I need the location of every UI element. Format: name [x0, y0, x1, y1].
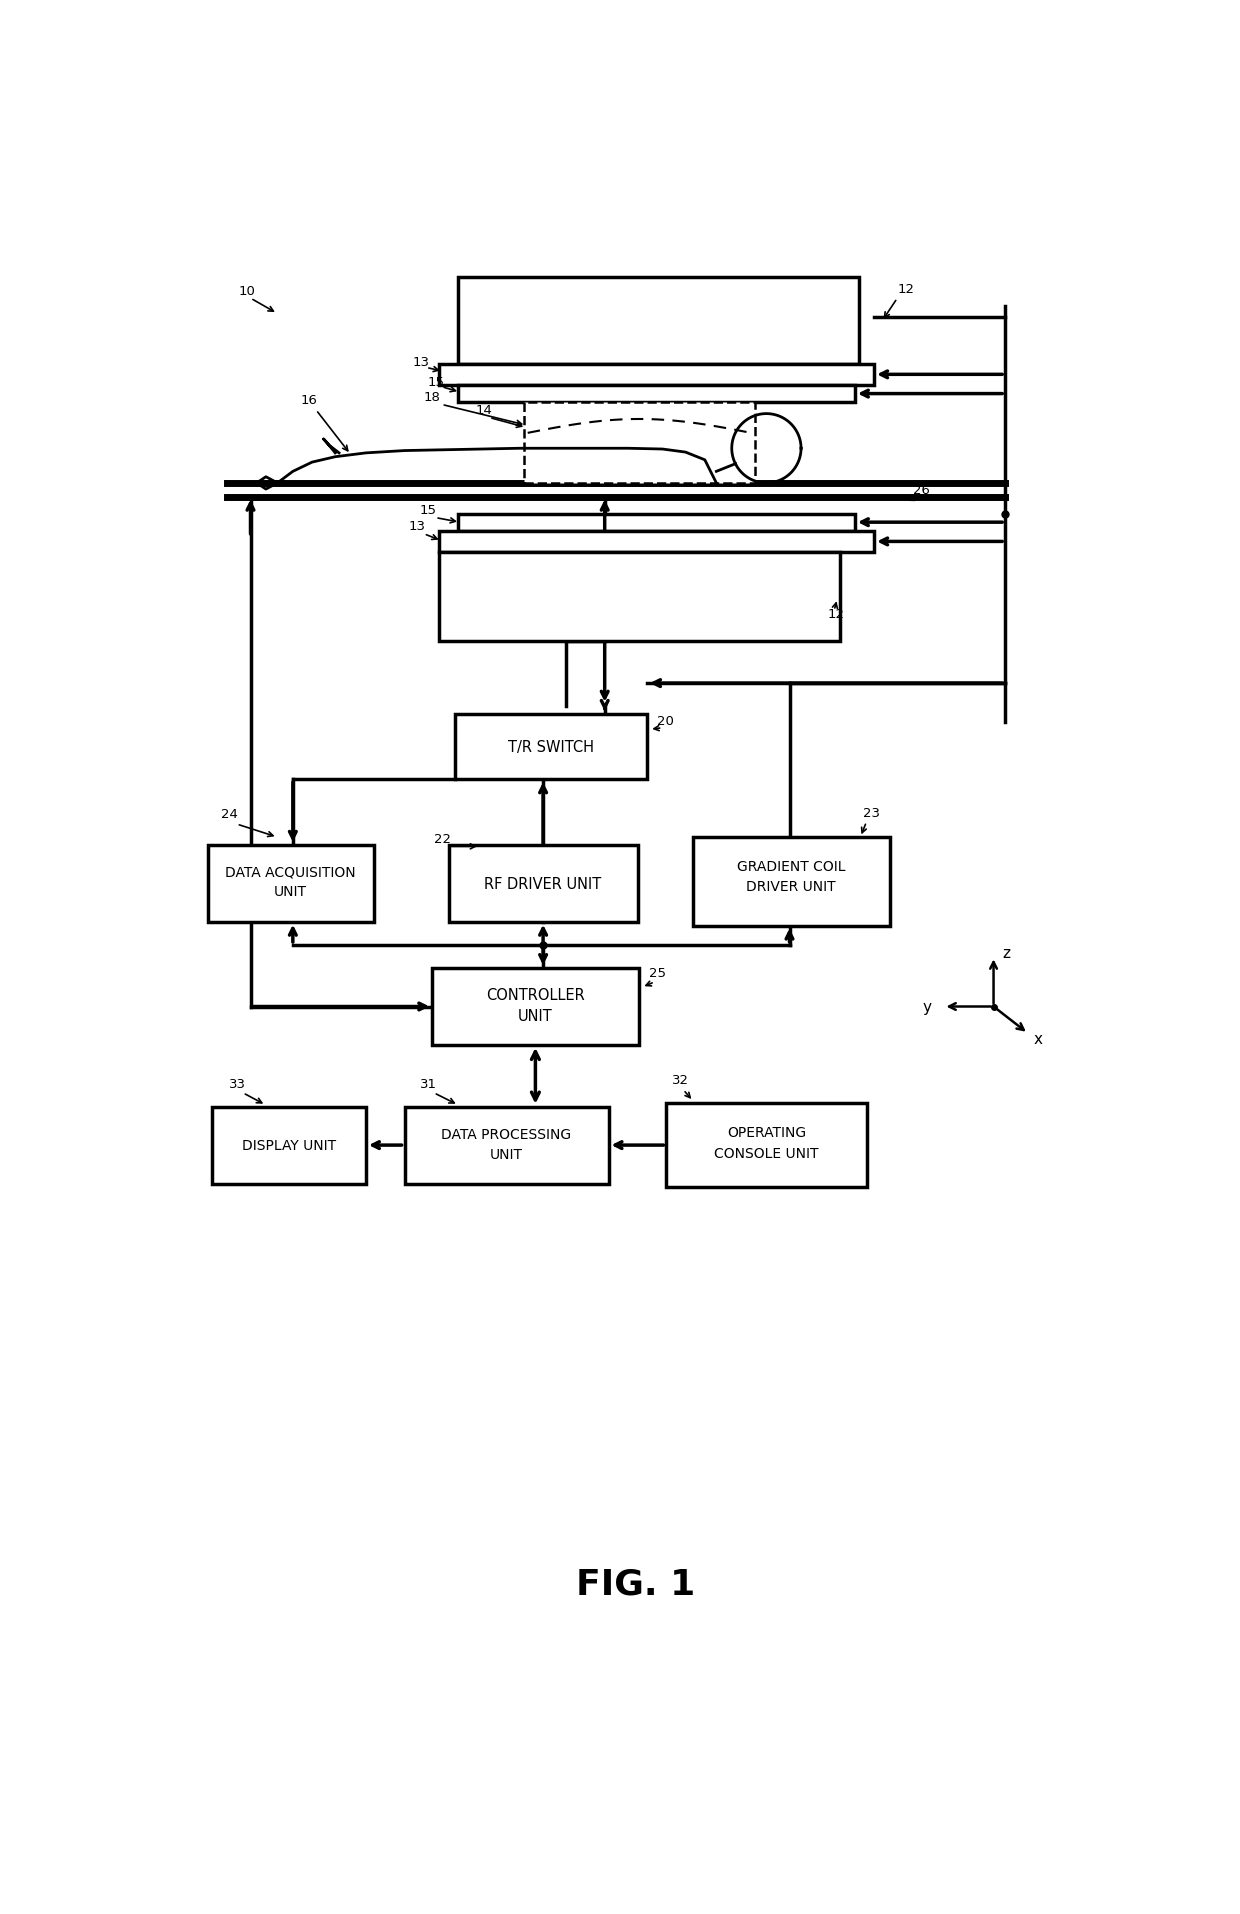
Text: 18: 18: [424, 390, 440, 404]
FancyBboxPatch shape: [439, 364, 874, 387]
FancyBboxPatch shape: [212, 1106, 366, 1185]
Text: T/R SWITCH: T/R SWITCH: [508, 739, 594, 754]
FancyBboxPatch shape: [459, 278, 859, 364]
FancyBboxPatch shape: [439, 532, 874, 553]
Text: GRADIENT COIL: GRADIENT COIL: [737, 859, 846, 875]
FancyBboxPatch shape: [666, 1102, 867, 1189]
Text: DRIVER UNIT: DRIVER UNIT: [746, 879, 836, 894]
Text: OPERATING: OPERATING: [727, 1125, 806, 1139]
Text: 12: 12: [828, 609, 844, 620]
Text: x: x: [1034, 1032, 1043, 1047]
Text: CONTROLLER: CONTROLLER: [486, 988, 585, 1003]
FancyBboxPatch shape: [455, 714, 647, 779]
Text: 31: 31: [420, 1078, 436, 1091]
Text: UNIT: UNIT: [490, 1148, 522, 1162]
Text: RF DRIVER UNIT: RF DRIVER UNIT: [485, 877, 601, 892]
FancyBboxPatch shape: [523, 402, 755, 484]
Text: UNIT: UNIT: [274, 884, 308, 898]
FancyBboxPatch shape: [693, 838, 889, 926]
Text: 23: 23: [863, 806, 879, 819]
Text: DISPLAY UNIT: DISPLAY UNIT: [242, 1139, 336, 1152]
FancyBboxPatch shape: [439, 553, 839, 641]
Text: DATA ACQUISITION: DATA ACQUISITION: [226, 865, 356, 879]
Text: 20: 20: [657, 714, 673, 727]
FancyBboxPatch shape: [208, 846, 373, 923]
Text: UNIT: UNIT: [518, 1009, 553, 1024]
FancyBboxPatch shape: [404, 1106, 609, 1185]
Text: 12: 12: [898, 283, 914, 297]
Text: z: z: [1003, 946, 1011, 961]
FancyBboxPatch shape: [459, 515, 854, 532]
Text: 13: 13: [408, 519, 425, 532]
Text: 22: 22: [434, 833, 451, 846]
Text: 15: 15: [428, 375, 445, 389]
FancyBboxPatch shape: [459, 387, 854, 402]
Text: 25: 25: [650, 967, 666, 980]
Text: 15: 15: [420, 503, 436, 517]
FancyBboxPatch shape: [449, 846, 637, 923]
Text: 33: 33: [229, 1078, 246, 1091]
Text: 10: 10: [239, 285, 255, 299]
Text: 16: 16: [300, 394, 317, 408]
Text: FIG. 1: FIG. 1: [575, 1568, 696, 1602]
Text: 13: 13: [412, 356, 429, 369]
Text: y: y: [923, 999, 932, 1014]
Text: 14: 14: [475, 404, 492, 417]
Text: 26: 26: [913, 484, 930, 496]
Text: CONSOLE UNIT: CONSOLE UNIT: [714, 1146, 818, 1160]
Text: 32: 32: [672, 1074, 689, 1087]
Text: DATA PROCESSING: DATA PROCESSING: [441, 1127, 572, 1141]
Text: 24: 24: [221, 808, 238, 821]
FancyBboxPatch shape: [433, 968, 639, 1045]
